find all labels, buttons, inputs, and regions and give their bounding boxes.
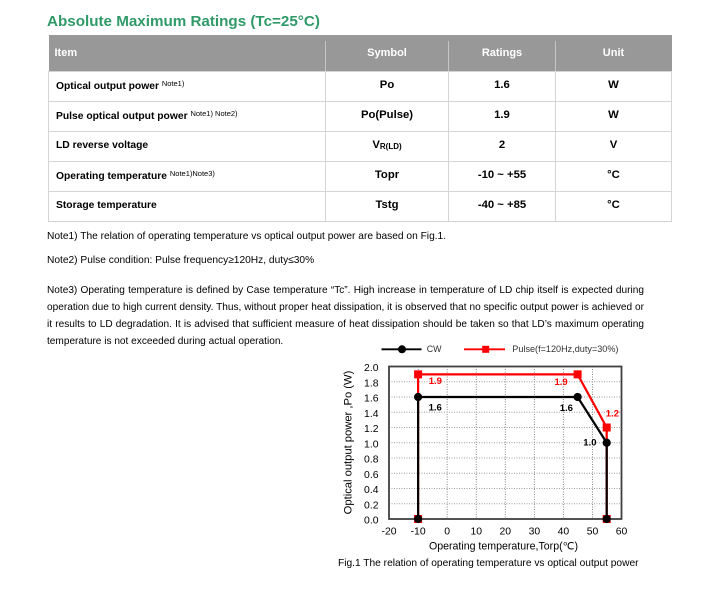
svg-text:40: 40 bbox=[558, 527, 570, 538]
svg-text:2.0: 2.0 bbox=[364, 363, 379, 374]
svg-text:1.6: 1.6 bbox=[364, 394, 379, 405]
svg-text:1.6: 1.6 bbox=[560, 403, 573, 414]
svg-text:0.4: 0.4 bbox=[364, 485, 379, 496]
svg-text:CW: CW bbox=[427, 344, 442, 354]
svg-text:1.9: 1.9 bbox=[429, 376, 442, 387]
svg-text:-10: -10 bbox=[411, 527, 426, 538]
svg-text:Operating temperature,Torp(℃): Operating temperature,Torp(℃) bbox=[429, 541, 578, 553]
svg-text:1.2: 1.2 bbox=[606, 409, 619, 420]
svg-text:Pulse(f=120Hz,duty=30%): Pulse(f=120Hz,duty=30%) bbox=[512, 344, 618, 354]
svg-text:0.2: 0.2 bbox=[364, 500, 379, 511]
svg-text:1.0: 1.0 bbox=[583, 438, 596, 449]
svg-text:0: 0 bbox=[444, 527, 450, 538]
svg-text:0.8: 0.8 bbox=[364, 455, 379, 466]
svg-text:0.0: 0.0 bbox=[364, 516, 379, 527]
svg-text:1.6: 1.6 bbox=[429, 403, 442, 414]
svg-text:1.4: 1.4 bbox=[364, 409, 379, 420]
svg-text:30: 30 bbox=[529, 527, 541, 538]
svg-text:1.2: 1.2 bbox=[364, 424, 379, 435]
svg-text:0.6: 0.6 bbox=[364, 470, 379, 481]
svg-text:1.0: 1.0 bbox=[364, 439, 379, 450]
svg-text:10: 10 bbox=[471, 527, 483, 538]
svg-text:1.8: 1.8 bbox=[364, 378, 379, 389]
svg-text:60: 60 bbox=[616, 527, 628, 538]
svg-text:Optical output power ,Po (W): Optical output power ,Po (W) bbox=[343, 370, 355, 514]
svg-text:50: 50 bbox=[587, 527, 599, 538]
svg-text:1.9: 1.9 bbox=[555, 377, 568, 388]
svg-text:20: 20 bbox=[500, 527, 512, 538]
svg-text:-20: -20 bbox=[381, 527, 396, 538]
